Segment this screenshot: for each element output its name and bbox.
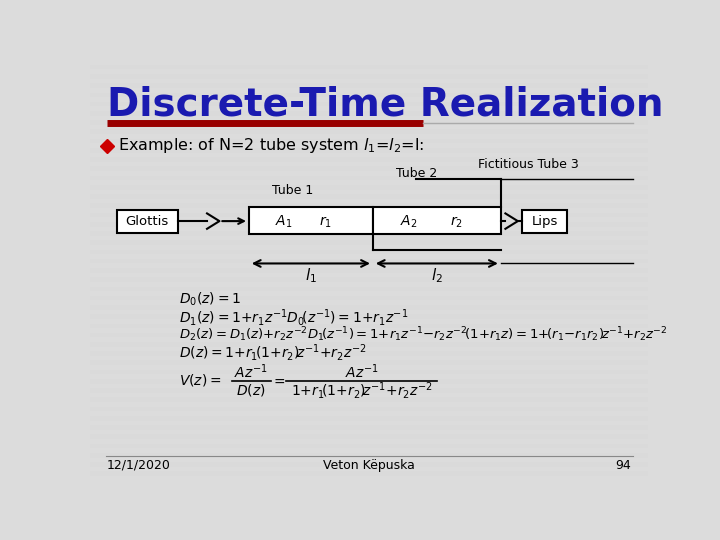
- Bar: [90, 342, 648, 347]
- Bar: [90, 453, 648, 457]
- Bar: [90, 333, 648, 338]
- Bar: [90, 166, 648, 171]
- Text: $=$: $=$: [271, 374, 286, 388]
- Bar: [90, 222, 648, 226]
- Text: Lips: Lips: [532, 214, 558, 228]
- Bar: [90, 176, 648, 180]
- Text: $l_2$: $l_2$: [431, 266, 443, 285]
- Bar: [90, 444, 648, 448]
- Bar: [90, 139, 648, 143]
- Text: 12/1/2020: 12/1/2020: [107, 458, 171, 472]
- Text: 94: 94: [615, 458, 631, 472]
- Bar: [90, 65, 648, 70]
- Text: $r_2$: $r_2$: [449, 214, 462, 230]
- Bar: [90, 370, 648, 374]
- Bar: [90, 268, 648, 273]
- Bar: [90, 305, 648, 309]
- Bar: [90, 434, 648, 439]
- Bar: [90, 314, 648, 319]
- Text: Example: of N=2 tube system $l_1$=$l_2$=l:: Example: of N=2 tube system $l_1$=$l_2$=…: [118, 136, 424, 155]
- Bar: [90, 361, 648, 365]
- Bar: [90, 425, 648, 430]
- Bar: [90, 416, 648, 421]
- Bar: [90, 287, 648, 291]
- Bar: [523, 210, 567, 233]
- Text: Tube 1: Tube 1: [272, 184, 313, 197]
- Text: $D(z){=}1{+}r_1\!\left(1{+}r_2\right)\!z^{-1}{+}r_2z^{-2}$: $D(z){=}1{+}r_1\!\left(1{+}r_2\right)\!z…: [179, 342, 366, 363]
- Bar: [249, 207, 373, 234]
- Bar: [90, 259, 648, 264]
- Bar: [90, 194, 648, 199]
- Bar: [90, 148, 648, 153]
- Bar: [90, 92, 648, 97]
- Text: Discrete-Time Realization: Discrete-Time Realization: [107, 86, 664, 124]
- Bar: [90, 231, 648, 236]
- Text: Veton Këpuska: Veton Këpuska: [323, 458, 415, 472]
- Bar: [90, 407, 648, 411]
- Text: $1{+}r_1\!\left(1{+}r_2\right)\!z^{-1}{+}r_2z^{-2}$: $1{+}r_1\!\left(1{+}r_2\right)\!z^{-1}{+…: [291, 380, 433, 401]
- Bar: [90, 249, 648, 254]
- Bar: [90, 120, 648, 125]
- Bar: [90, 83, 648, 88]
- Bar: [90, 379, 648, 383]
- Text: $A_2$: $A_2$: [400, 214, 418, 231]
- Bar: [90, 462, 648, 467]
- Bar: [90, 471, 648, 476]
- Text: $D(z)$: $D(z)$: [236, 382, 266, 398]
- Text: Fictitious Tube 3: Fictitious Tube 3: [477, 158, 578, 171]
- Bar: [90, 481, 648, 485]
- Text: $D_0(z){=}1$: $D_0(z){=}1$: [179, 291, 241, 308]
- Bar: [90, 157, 648, 162]
- Bar: [90, 351, 648, 356]
- Text: $Az^{-1}$: $Az^{-1}$: [345, 363, 379, 381]
- Bar: [90, 388, 648, 393]
- Bar: [90, 213, 648, 217]
- Bar: [90, 102, 648, 106]
- Text: $V(z){=}$: $V(z){=}$: [179, 373, 222, 388]
- Text: $l_1$: $l_1$: [305, 266, 317, 285]
- Bar: [90, 240, 648, 245]
- Bar: [90, 185, 648, 190]
- Bar: [90, 130, 648, 134]
- Bar: [90, 296, 648, 300]
- Text: $A_1$: $A_1$: [275, 214, 292, 231]
- Bar: [90, 323, 648, 328]
- Text: $Az^{-1}$: $Az^{-1}$: [235, 363, 268, 381]
- Bar: [90, 278, 648, 282]
- Bar: [90, 111, 648, 116]
- Bar: [373, 207, 500, 234]
- Text: Glottis: Glottis: [126, 214, 169, 228]
- Bar: [117, 210, 178, 233]
- Text: $D_2(z){=}D_1(z){+}r_2z^{-2}D_1\!\left(z^{-1}\right){=}1{+}r_1z^{-1}{-}r_2z^{-2}: $D_2(z){=}D_1(z){+}r_2z^{-2}D_1\!\left(z…: [179, 326, 667, 345]
- Text: $r_1$: $r_1$: [319, 214, 332, 230]
- Text: $D_1(z){=}1{+}r_1z^{-1}D_0\!\left(z^{-1}\right){=}1{+}r_1z^{-1}$: $D_1(z){=}1{+}r_1z^{-1}D_0\!\left(z^{-1}…: [179, 307, 408, 328]
- Bar: [90, 397, 648, 402]
- Text: Tube 2: Tube 2: [396, 167, 437, 180]
- Bar: [90, 204, 648, 208]
- Bar: [90, 74, 648, 79]
